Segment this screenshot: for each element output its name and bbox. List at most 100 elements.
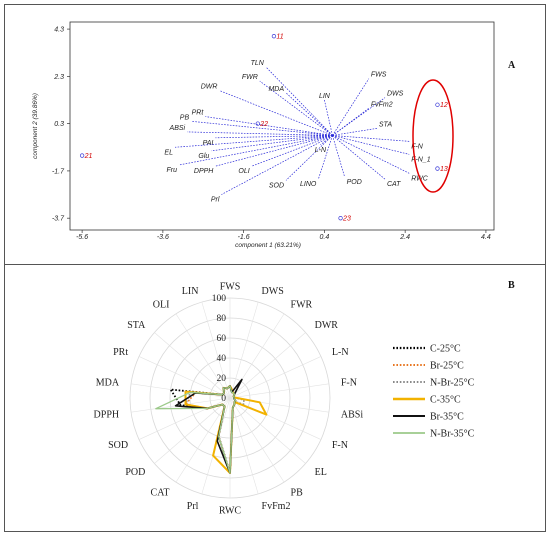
loading-vector [285,92,333,136]
legend-label: C-35°C [430,395,461,406]
radar-radial-tick: 80 [217,314,227,324]
radar-spoke [154,397,231,464]
radar-spoke [229,397,259,495]
observation-point [338,216,343,221]
observation-point [79,153,85,158]
x-tick-label: -5.6 [76,234,88,241]
loading-vector [221,135,333,195]
radar-axis-label: LIN [182,286,199,297]
radar-axis-label: DPPH [94,409,120,420]
loading-vector [318,135,333,180]
radar-radial-tick: 20 [217,374,227,384]
loading-vector [332,128,377,136]
x-tick-label: 0.4 [320,234,330,241]
loading-label: L-N [315,147,327,154]
pca-y-axis-label: component 2 (39.86%) [32,93,39,159]
loading-vector [211,135,333,152]
loading-label: LIN [319,93,331,100]
loading-label: ABSi [169,125,186,132]
radar-axis-label: DWR [315,320,339,331]
radar-spoke [138,397,231,440]
radar-spoke [175,313,231,399]
y-tick-label: -1.7 [52,168,65,175]
loading-label: TLN [251,60,265,67]
radar-axis-label: F-N [341,378,357,389]
radar-spoke [175,397,231,483]
observation-label: 13 [440,166,448,173]
radar-axis-label: Prl [187,501,199,512]
y-tick-label: -3.7 [52,216,65,223]
loading-label: PAI [203,140,214,147]
pca-observations: 11 21 22 12 13 23 [79,34,448,223]
y-tick-label: 4.3 [54,27,64,34]
observation-point [255,121,260,126]
radar-axis-label: RWC [219,506,242,517]
loading-label: MDA [268,86,284,93]
loading-label: OLI [238,168,249,175]
radar-spoke [229,397,322,440]
radar-series-line [155,385,237,474]
radar-radial-tick: 0 [221,394,226,404]
loading-label: EL [164,149,173,156]
radar-spoke [229,397,306,464]
loading-vector [324,99,333,136]
radar-spoke [229,383,330,399]
x-tick-label: 2.4 [399,234,410,241]
loading-vector [205,116,333,136]
loading-label: CAT [387,181,401,188]
legend-label: Br-35°C [430,412,464,423]
loading-label: STA [379,121,392,128]
loading-vector [320,135,333,146]
pca-x-axis-label: component 1 (63.21%) [235,242,301,249]
legend-label: Br-25°C [430,361,464,372]
radar-spoke [229,356,322,399]
radar-axis-label: DWS [262,286,284,297]
radar-axis-label: CAT [151,488,170,499]
y-tick-label: 2.3 [53,74,64,81]
loading-label: DWR [201,84,218,91]
radar-radial-tick: 100 [212,294,227,304]
radar-axis-label: FvFm2 [262,501,291,512]
radar-radial-tick: 40 [217,354,227,364]
radar-axis-label: STA [127,320,146,331]
loading-vector [332,135,410,155]
observation-label: 21 [84,153,93,160]
radar-axis-label: FWS [220,282,241,293]
radar-spoke [229,332,306,399]
radar-axis-label: PRt [113,347,128,358]
panel-a-pca-biplot: A -5.6 -3.6 -1.6 0.4 2.4 4.4 4.3 2.3 0.3 -1.7 -3.7… [32,21,516,249]
radar-series [155,378,268,474]
loading-label: FWR [242,74,258,81]
pca-plot-frame [69,21,495,231]
radar-legend: C-25°C Br-25°C N-Br-25°C C-35°C Br-35°C N-Br-… [393,344,475,440]
radar-axis-label: SOD [108,440,128,451]
loading-vector [265,66,333,136]
radar-spoke [154,332,231,399]
loading-vector [332,135,345,177]
loading-vector [332,97,386,136]
radar-axis-label: ABSi [341,409,363,420]
radar-axis-label: FWR [291,299,313,310]
loading-vector [259,80,333,136]
loading-vector [174,135,333,148]
radar-radial-tick: 60 [217,334,227,344]
loading-vector [219,90,333,136]
radar-axis-label: POD [125,467,145,478]
radar-axis-label: L-N [332,347,349,358]
legend-label: N-Br-35°C [430,429,475,440]
loading-vector [285,135,333,181]
loading-vector [215,135,333,139]
loading-label: POD [347,179,362,186]
observation-label: 22 [259,121,268,128]
loading-label: DPPH [194,168,214,175]
loading-label: Fru [167,167,178,174]
radar-spoke [229,301,259,399]
loading-label: SOD [269,182,284,189]
loading-label: FvFm2 [371,101,393,108]
radar-spoke [229,397,285,483]
panel-a-letter: A [508,60,516,71]
